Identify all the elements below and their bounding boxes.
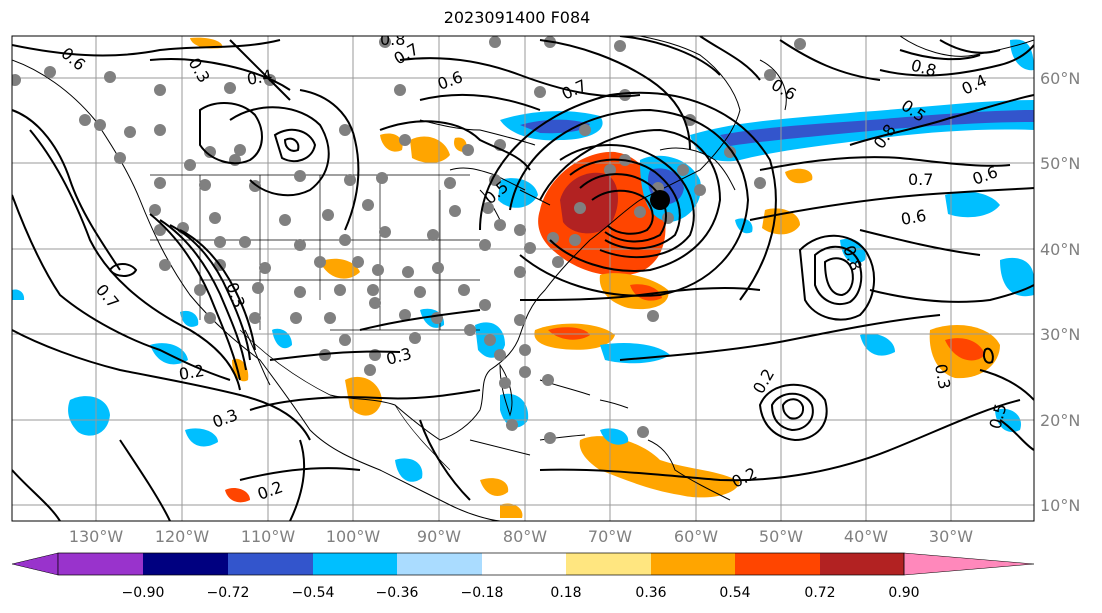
lat-label: 60°N	[1040, 69, 1080, 88]
colorbar-tick: 0.90	[888, 585, 919, 601]
colorbar-segment	[313, 553, 399, 575]
lat-label: 50°N	[1040, 154, 1080, 173]
colorbar-tick: −0.18	[461, 585, 504, 601]
contour-label: 0.2	[177, 361, 205, 384]
lon-label: 60°W	[674, 527, 718, 546]
latitude-labels: 60°N 50°N 40°N 30°N 20°N 10°N	[1040, 69, 1080, 515]
map-title: 2023091400 F084	[443, 8, 591, 27]
lat-label: 40°N	[1040, 240, 1080, 259]
map-frame	[11, 35, 1035, 522]
colorbar-tick: −0.90	[122, 585, 165, 601]
lon-label: 100°W	[326, 527, 381, 546]
contour-label: 0.6	[899, 206, 927, 229]
colorbar-segment	[228, 553, 314, 575]
contour-label: 0.8	[380, 30, 405, 49]
contour-label: 0.7	[908, 170, 933, 189]
cyclone-center-marker	[650, 190, 670, 210]
lon-label: 110°W	[241, 527, 296, 546]
lon-label: 120°W	[155, 527, 210, 546]
warm-anomaly-center	[560, 172, 618, 234]
lon-label: 40°W	[844, 527, 888, 546]
colorbar-segment	[397, 553, 483, 575]
colorbar-segment	[735, 553, 821, 575]
contour-label: 0.4	[245, 66, 273, 89]
lon-label: 50°W	[759, 527, 803, 546]
colorbar-segment	[820, 553, 905, 575]
colorbar-segment	[58, 553, 144, 575]
contour-label: 0.3	[931, 362, 954, 390]
colorbar-tick: −0.72	[207, 585, 250, 601]
colorbar-tick: 0.18	[550, 585, 581, 601]
lon-label: 80°W	[503, 527, 547, 546]
lon-label: 30°W	[929, 527, 973, 546]
station-markers	[12, 36, 806, 444]
graticule	[12, 36, 1034, 521]
colorbar-tick: −0.54	[292, 585, 335, 601]
colorbar-tick: −0.36	[376, 585, 419, 601]
colorbar-segment	[482, 553, 568, 575]
colorbar-segment	[566, 553, 652, 575]
lat-label: 20°N	[1040, 411, 1080, 430]
colorbar-extend-high	[903, 552, 1035, 576]
contour-lines	[12, 36, 1034, 521]
lat-label: 30°N	[1040, 325, 1080, 344]
lon-label: 130°W	[69, 527, 124, 546]
lat-label: 10°N	[1040, 496, 1080, 515]
lon-label: 90°W	[417, 527, 461, 546]
map-background	[12, 36, 1034, 521]
colorbar: −0.90 −0.72 −0.54 −0.36 −0.18 0.18 0.36 …	[11, 552, 1035, 601]
colorbar-extend-low	[11, 552, 59, 576]
colorbar-tick: 0.36	[635, 585, 666, 601]
colorbar-tick: 0.54	[719, 585, 750, 601]
colorbar-tick: 0.72	[804, 585, 835, 601]
lon-label: 70°W	[588, 527, 632, 546]
colorbar-segment	[143, 553, 229, 575]
colorbar-segment	[651, 553, 737, 575]
longitude-labels: 130°W 120°W 110°W 100°W 90°W 80°W 70°W 6…	[69, 527, 973, 546]
